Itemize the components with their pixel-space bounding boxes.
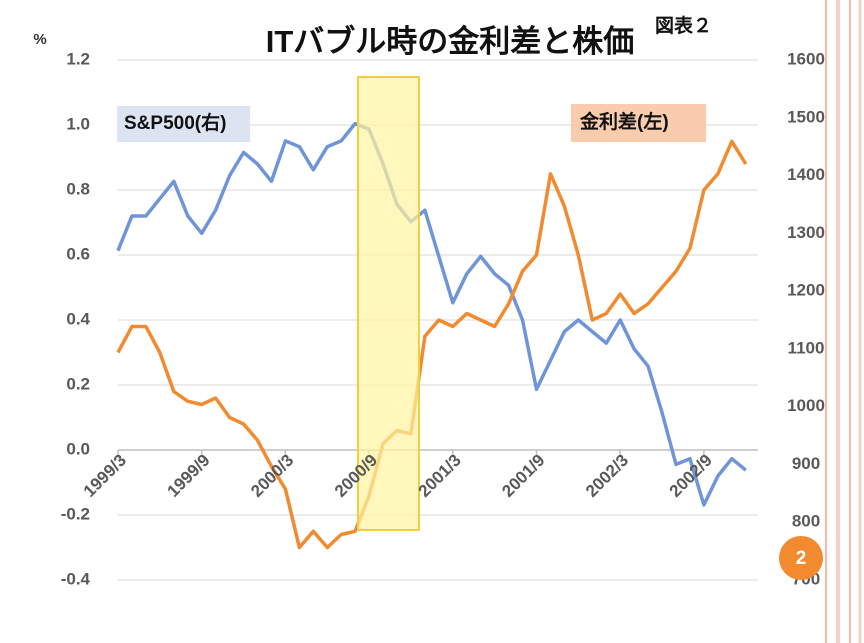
y-tick-label: 1.0 — [66, 114, 90, 133]
page-number: 2 — [796, 548, 807, 569]
y2-tick-label: 1300 — [787, 223, 825, 242]
y-tick-label: -0.4 — [61, 569, 91, 588]
y2-tick-label: 800 — [792, 512, 820, 531]
y2-tick-label: 1100 — [788, 338, 825, 357]
y-tick-label: 1.2 — [66, 49, 90, 68]
legend-label: S&P500(右) — [124, 111, 226, 134]
legend-label: 金利差(左) — [579, 110, 669, 133]
legend-box — [117, 106, 250, 142]
page-badge — [779, 536, 823, 580]
y-tick-label: 0.4 — [66, 309, 90, 328]
x-tick-label: 2001/9 — [498, 451, 548, 501]
y2-tick-label: 1600 — [787, 49, 825, 68]
legend-box — [571, 104, 706, 142]
chart-subtitle: 図表２ — [655, 14, 712, 37]
chart-title: ITバブル時の金利差と株価 — [266, 24, 635, 59]
series-line — [116, 139, 748, 550]
y-tick-label: 0.0 — [66, 439, 90, 458]
y-tick-label: 0.8 — [66, 179, 90, 198]
y2-tick-label: 1200 — [787, 281, 825, 300]
y-tick-label: -0.2 — [61, 504, 90, 523]
y2-tick-label: 1000 — [787, 396, 825, 415]
y-tick-label: 0.2 — [66, 374, 90, 393]
x-tick-label: 2002/3 — [582, 451, 632, 501]
plot — [116, 121, 748, 550]
y2-tick-label: 1500 — [787, 107, 825, 126]
y2-tick-label: 1400 — [787, 165, 825, 184]
x-tick-label: 1999/9 — [163, 451, 213, 501]
highlight-period — [357, 76, 420, 531]
x-tick-label: 2000/3 — [247, 451, 297, 501]
series-line — [116, 121, 747, 507]
y-axis-label: % — [33, 31, 46, 48]
y2-tick-label: 900 — [792, 454, 820, 473]
x-tick-label: 2001/3 — [415, 451, 465, 501]
y-tick-label: 0.6 — [66, 244, 90, 263]
